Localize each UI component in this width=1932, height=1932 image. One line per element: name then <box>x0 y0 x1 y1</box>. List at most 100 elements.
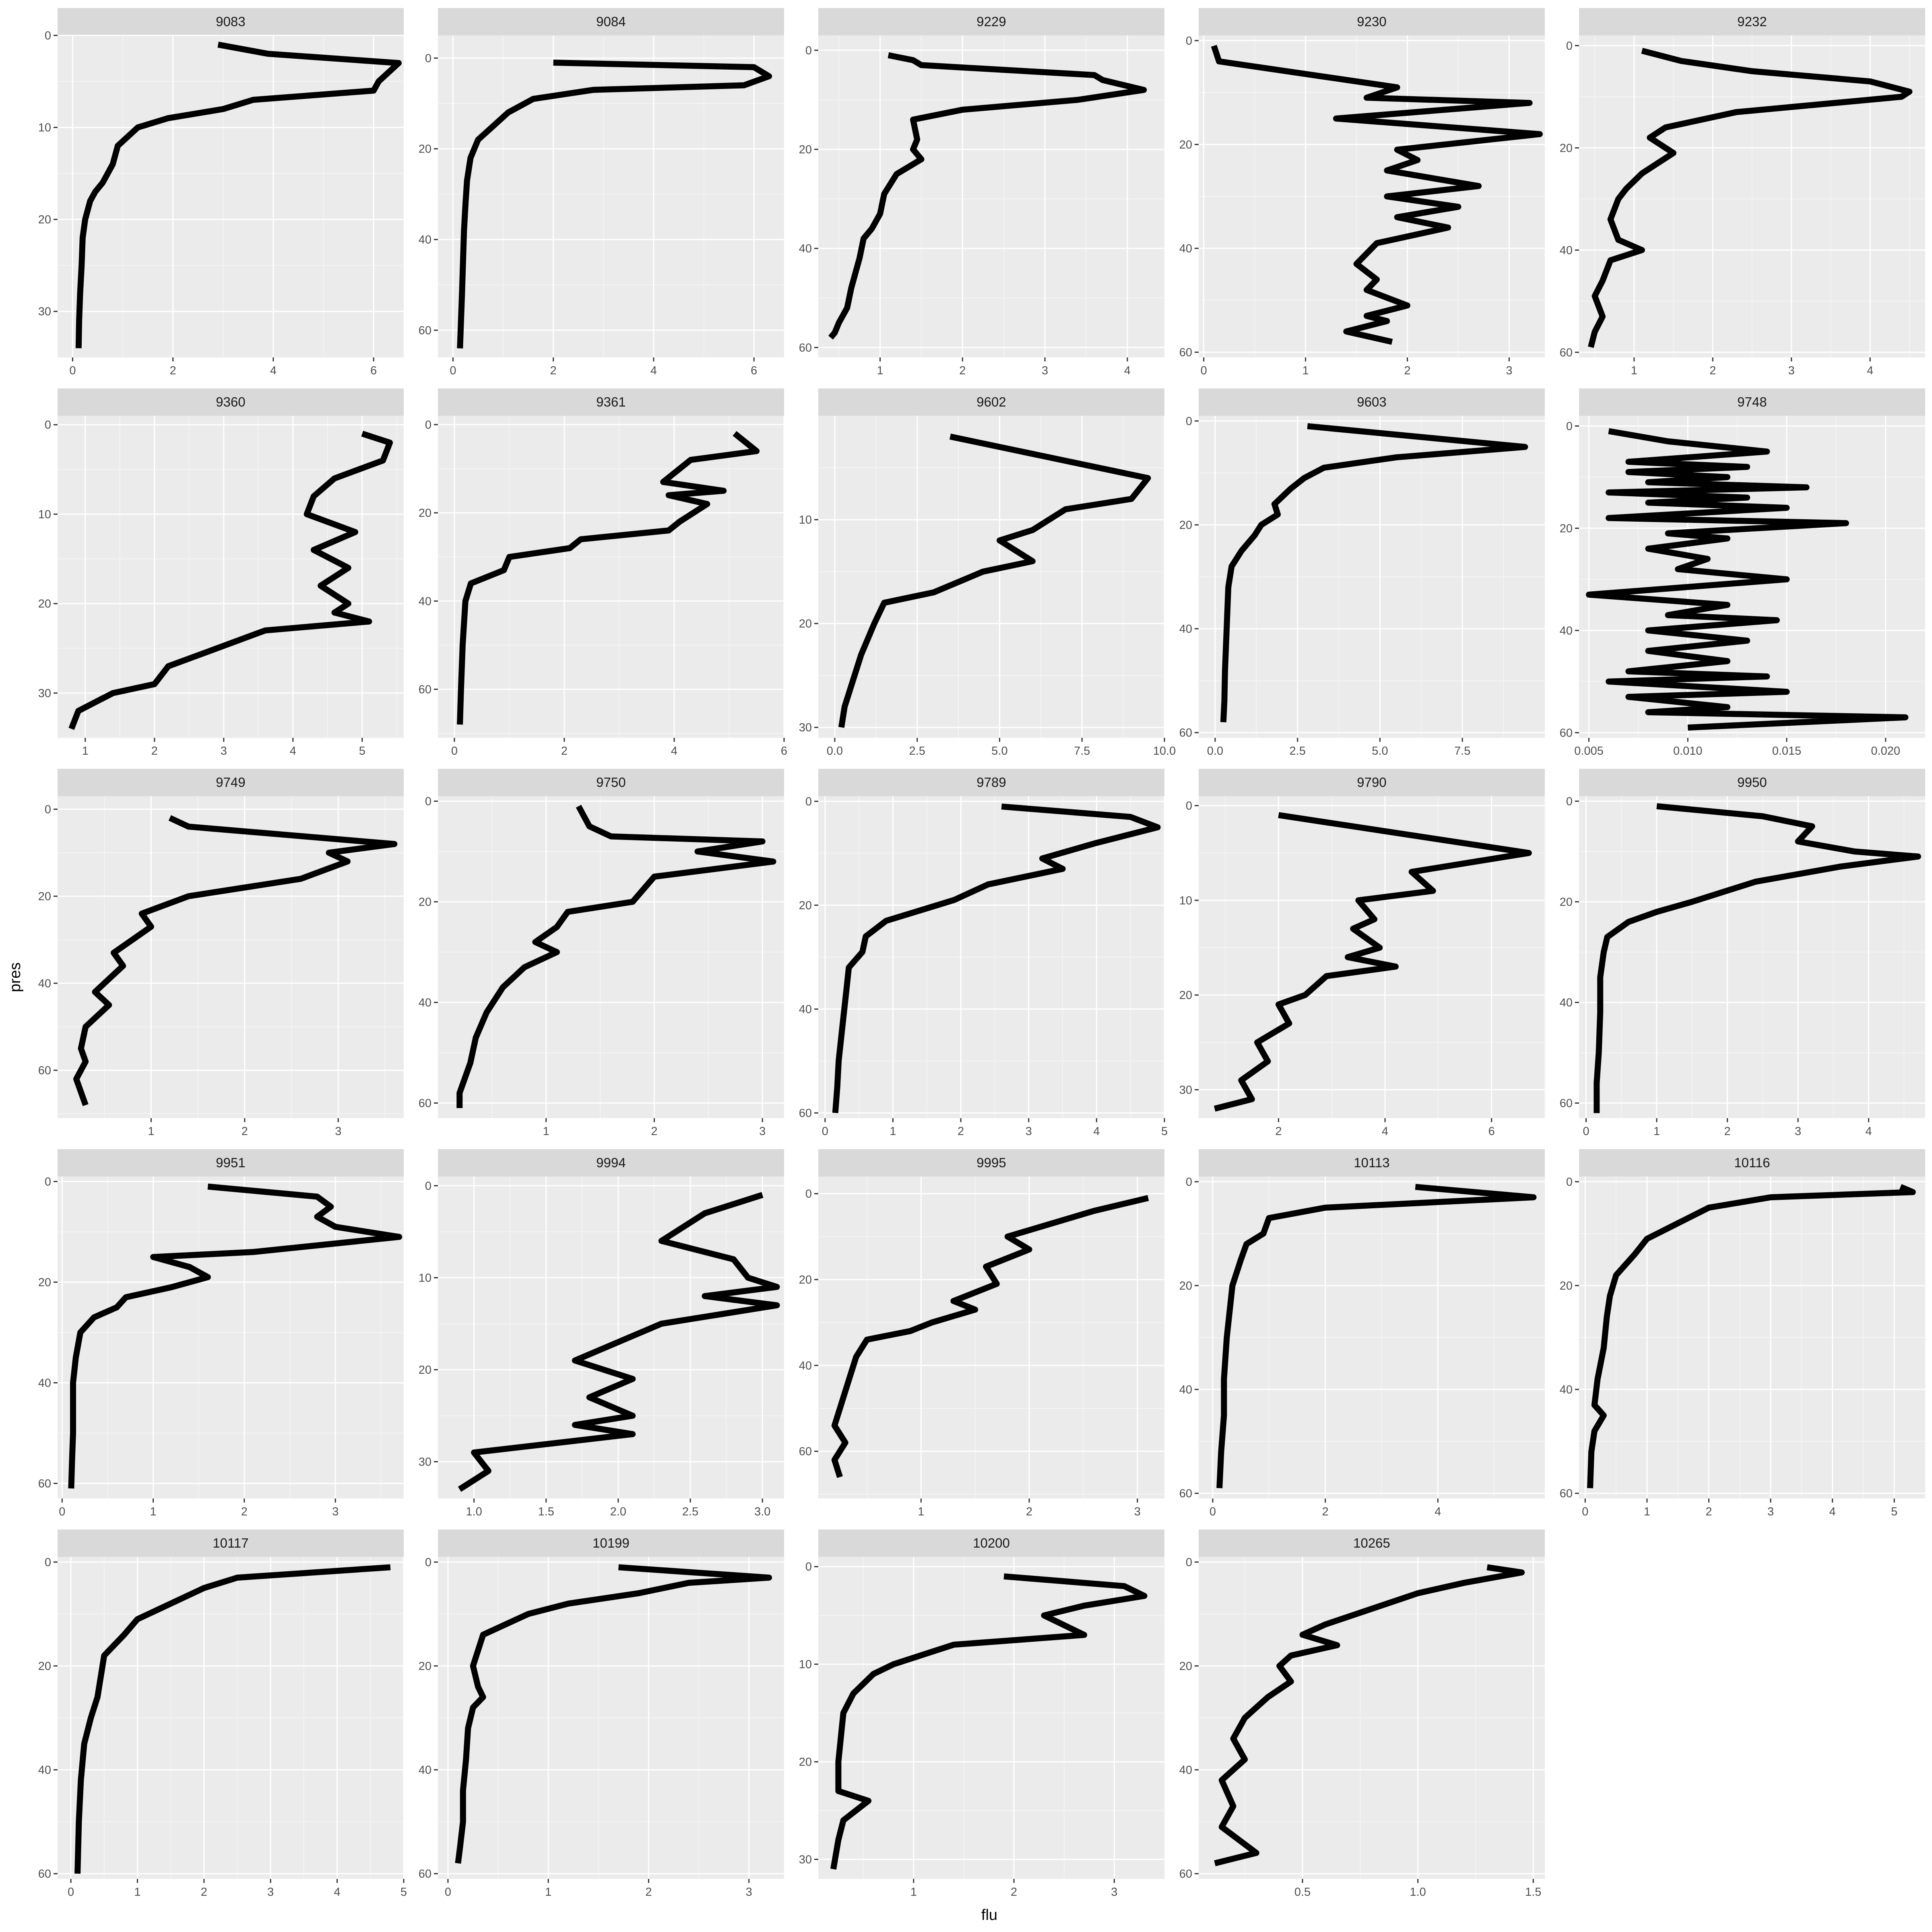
y-tick-label: 20 <box>419 1660 431 1673</box>
x-tick-label: 2 <box>959 364 966 377</box>
facet-strip-label: 10113 <box>1354 1155 1389 1170</box>
x-tick-label: 7.5 <box>1074 745 1090 758</box>
panel-background <box>1579 796 1925 1118</box>
x-tick-label: 6 <box>370 364 377 377</box>
y-tick-label: 30 <box>38 305 51 318</box>
facet-strip <box>1579 388 1925 416</box>
facet-strip <box>58 1530 404 1557</box>
x-tick-label: 2.5 <box>682 1505 698 1518</box>
x-tick-label: 2 <box>201 1886 207 1899</box>
x-tick-label: 2 <box>1705 1505 1712 1518</box>
facet-panel: 9750 1 2 3 0 20 40 60 <box>419 769 784 1138</box>
x-tick-label: 2 <box>561 745 568 758</box>
x-tick-label: 4 <box>290 745 296 758</box>
y-tick-label: 20 <box>38 890 51 903</box>
x-tick-label: 3 <box>1767 1505 1774 1518</box>
facet-panel: 9230 0 1 2 3 0 20 40 60 <box>1179 8 1545 377</box>
facet-strip-label: 9750 <box>596 775 625 790</box>
profile-line <box>828 52 1147 340</box>
y-tick-label: 0 <box>45 29 51 42</box>
x-tick-label: 0 <box>1582 1505 1588 1518</box>
x-tick-label: 2 <box>1724 1125 1731 1138</box>
y-tick-label: 60 <box>38 1868 51 1880</box>
facet-panel: 9789 0 1 2 3 4 5 0 20 40 60 <box>799 769 1168 1138</box>
facet-panel: 9360 1 2 3 4 5 0 10 20 30 <box>38 388 404 758</box>
x-tick-label: 2 <box>1011 1886 1017 1899</box>
facet-strip-label: 10265 <box>1353 1536 1390 1550</box>
x-tick-label: 4 <box>1866 1125 1872 1138</box>
y-tick-label: 30 <box>799 721 812 734</box>
x-tick-label: 0 <box>451 745 458 758</box>
profile-line <box>68 1183 402 1489</box>
x-tick-label: 0.0 <box>827 745 843 758</box>
facet-strip-label: 9603 <box>1357 394 1386 409</box>
y-tick-label: 40 <box>1560 1383 1573 1396</box>
profile-line <box>1216 1184 1537 1488</box>
x-tick-label: 3 <box>221 745 227 758</box>
y-tick-label: 30 <box>799 1854 812 1866</box>
y-tick-label: 40 <box>1179 1764 1192 1777</box>
facet-strip-label: 10117 <box>213 1536 248 1550</box>
x-tick-label: 2 <box>550 364 557 377</box>
facet-panel: 9951 0 1 2 3 0 20 40 60 <box>38 1149 404 1518</box>
facet-strip <box>818 388 1164 416</box>
x-tick-label: 1 <box>148 1125 154 1138</box>
y-tick-label: 20 <box>38 1276 51 1289</box>
y-tick-label: 40 <box>1179 623 1192 636</box>
y-tick-label: 40 <box>1179 1383 1192 1396</box>
facet-strip-label: 9951 <box>216 1155 245 1170</box>
x-tick-label: 0 <box>1583 1125 1589 1138</box>
x-tick-label: 5.0 <box>991 745 1007 758</box>
facet-strip <box>818 8 1164 35</box>
y-tick-label: 0 <box>1566 1176 1573 1189</box>
x-tick-label: 7.5 <box>1454 745 1470 758</box>
y-tick-label: 10 <box>38 122 51 134</box>
y-tick-label: 40 <box>799 1359 812 1372</box>
facet-strip-label: 9232 <box>1737 14 1767 29</box>
y-tick-label: 30 <box>1179 1084 1192 1096</box>
x-tick-label: 5 <box>359 745 365 758</box>
y-tick-label: 0 <box>805 795 812 808</box>
facet-strip <box>818 769 1164 796</box>
x-tick-label: 3 <box>1042 364 1048 377</box>
facet-strip-label: 9789 <box>976 775 1006 790</box>
facet-strip <box>1199 388 1545 416</box>
y-tick-label: 60 <box>419 683 431 696</box>
x-tick-label: 5 <box>400 1886 407 1899</box>
x-tick-label: 4 <box>270 364 277 377</box>
facet-panel: 9748 0.005 0.010 0.015 0.020 0 20 40 60 <box>1560 388 1925 758</box>
facet-strip <box>1199 769 1545 796</box>
y-tick-label: 40 <box>1560 244 1573 257</box>
x-tick-label: 4 <box>1124 364 1131 377</box>
x-tick-label: 5.0 <box>1372 745 1388 758</box>
x-tick-label: 1 <box>918 1505 924 1518</box>
profile-line <box>74 1564 391 1874</box>
facet-strip <box>58 1149 404 1177</box>
y-tick-label: 40 <box>419 233 431 246</box>
x-tick-label: 3 <box>1134 1505 1141 1518</box>
y-tick-label: 30 <box>38 687 51 700</box>
y-tick-label: 40 <box>799 1003 812 1016</box>
y-tick-label: 40 <box>419 1764 431 1777</box>
facet-strip-label: 9790 <box>1357 775 1386 790</box>
facet-strip-label: 9602 <box>976 394 1006 409</box>
x-tick-label: 10.0 <box>1153 745 1176 758</box>
facet-strip-label: 10199 <box>592 1536 630 1550</box>
x-tick-label: 4 <box>334 1886 341 1899</box>
x-tick-label: 0 <box>1201 364 1207 377</box>
y-tick-label: 0 <box>805 1188 812 1201</box>
facet-strip <box>438 1149 784 1177</box>
y-tick-label: 0 <box>1186 35 1192 47</box>
y-tick-label: 60 <box>799 1107 812 1120</box>
facet-strip <box>1199 8 1545 35</box>
y-tick-label: 10 <box>799 514 812 526</box>
x-tick-label: 3 <box>1026 1125 1032 1138</box>
facet-strip <box>58 8 404 35</box>
x-tick-label: 3.0 <box>754 1505 770 1518</box>
y-tick-label: 0 <box>425 1556 431 1569</box>
x-tick-label: 1 <box>134 1886 140 1899</box>
x-tick-label: 1.0 <box>466 1505 482 1518</box>
facet-strip-label: 9995 <box>976 1155 1006 1170</box>
y-tick-label: 60 <box>38 1478 51 1490</box>
